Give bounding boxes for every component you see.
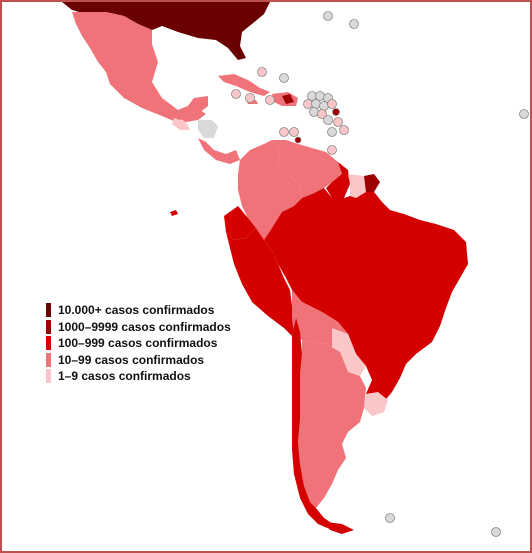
island-marker bbox=[327, 145, 337, 155]
island-marker bbox=[327, 99, 337, 109]
region-peru bbox=[226, 228, 296, 336]
legend-item: 100–999 casos confirmados bbox=[46, 335, 231, 352]
region-chile bbox=[292, 318, 348, 530]
region-french-guiana bbox=[364, 174, 380, 192]
region-usa bbox=[62, 2, 270, 60]
island-marker bbox=[323, 115, 333, 125]
island-marker bbox=[319, 101, 329, 111]
legend-label: 1–9 casos confirmados bbox=[58, 369, 191, 384]
legend-label: 1000–9999 casos confirmados bbox=[58, 319, 231, 334]
region-venezuela bbox=[272, 140, 342, 198]
island-marker bbox=[332, 108, 340, 116]
island-marker bbox=[385, 513, 395, 523]
region-haiti bbox=[282, 94, 294, 104]
region-panama bbox=[198, 138, 240, 164]
legend-swatch bbox=[46, 319, 51, 334]
region-colombia bbox=[238, 140, 302, 240]
island-marker bbox=[339, 125, 349, 135]
island-marker bbox=[289, 127, 299, 137]
legend-item: 1–9 casos confirmados bbox=[46, 368, 231, 385]
region-brazil bbox=[264, 188, 468, 404]
legend-swatch bbox=[46, 303, 51, 318]
region-mexico bbox=[72, 12, 208, 122]
legend-item: 10.000+ casos confirmados bbox=[46, 302, 231, 319]
caribbean-island-markers bbox=[231, 11, 529, 537]
legend-swatch bbox=[46, 369, 51, 384]
island-marker bbox=[309, 107, 319, 117]
island-marker bbox=[323, 11, 333, 21]
legend-label: 10.000+ casos confirmados bbox=[58, 303, 215, 318]
region-guyana bbox=[326, 162, 350, 198]
island-marker bbox=[311, 99, 321, 109]
region-tierra-del-fuego bbox=[326, 522, 354, 534]
region-galapagos bbox=[170, 210, 178, 216]
island-marker bbox=[349, 19, 359, 29]
legend-swatch bbox=[46, 352, 51, 367]
island-marker bbox=[231, 89, 241, 99]
legend-item: 10–99 casos confirmados bbox=[46, 352, 231, 369]
island-marker bbox=[327, 127, 337, 137]
island-marker bbox=[317, 109, 327, 119]
region-guatemala bbox=[172, 118, 190, 130]
island-marker bbox=[333, 117, 343, 127]
island-marker bbox=[257, 67, 267, 77]
region-uruguay bbox=[364, 392, 388, 416]
island-marker bbox=[265, 95, 275, 105]
region-suriname bbox=[348, 174, 366, 198]
legend-item: 1000–9999 casos confirmados bbox=[46, 319, 231, 336]
legend-label: 10–99 casos confirmados bbox=[58, 352, 205, 367]
island-marker bbox=[315, 91, 325, 101]
island-marker bbox=[279, 73, 289, 83]
map-legend: 10.000+ casos confirmados 1000–9999 caso… bbox=[46, 302, 231, 385]
legend-swatch bbox=[46, 336, 51, 351]
island-marker bbox=[245, 93, 255, 103]
region-argentina bbox=[298, 340, 366, 508]
legend-label: 100–999 casos confirmados bbox=[58, 336, 218, 351]
island-marker bbox=[279, 127, 289, 137]
region-ecuador bbox=[224, 206, 256, 240]
region-cuba bbox=[218, 74, 270, 96]
region-central-america-north bbox=[178, 98, 206, 122]
island-marker bbox=[294, 136, 302, 144]
region-nicaragua bbox=[198, 120, 218, 138]
island-marker bbox=[491, 527, 501, 537]
region-paraguay bbox=[332, 328, 366, 376]
island-marker bbox=[519, 109, 529, 119]
